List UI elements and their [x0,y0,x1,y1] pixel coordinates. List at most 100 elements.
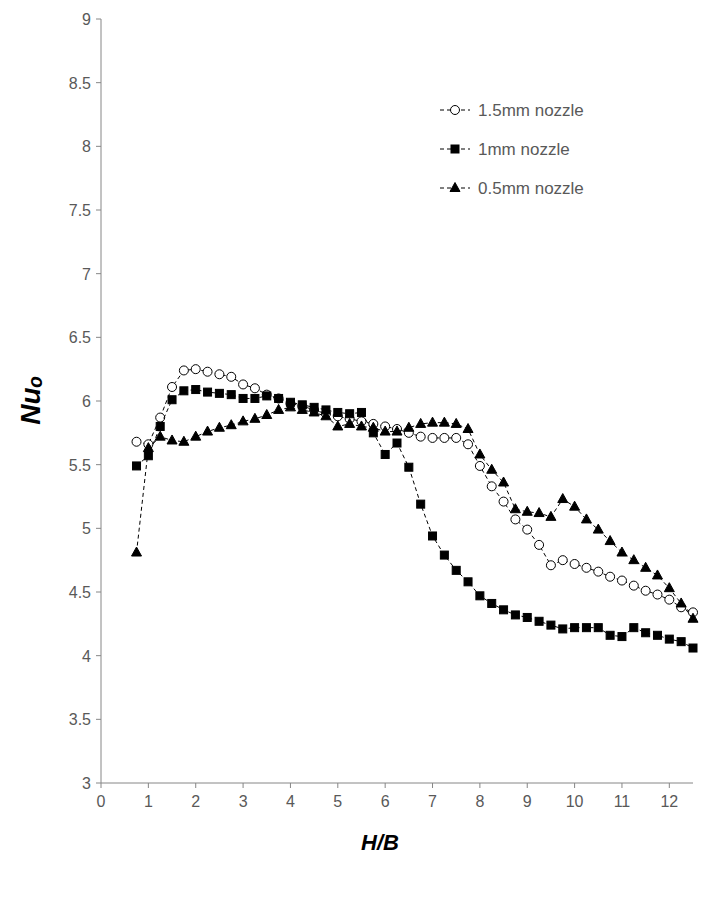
data-point [522,506,532,515]
x-tick-label: 3 [239,793,248,810]
data-point [665,595,674,604]
data-point [653,590,662,599]
x-tick-label: 2 [191,793,200,810]
data-point [511,515,520,524]
y-tick-label: 6 [82,393,91,410]
data-point [250,384,259,393]
y-tick-label: 8 [82,138,91,155]
data-point [192,386,200,394]
data-point [570,501,580,510]
data-point [333,421,343,430]
data-point [321,411,331,420]
data-point [546,561,555,570]
data-point [334,408,342,416]
x-tick [101,783,102,788]
y-tick [96,655,101,656]
data-point [665,635,673,643]
data-point [239,394,247,402]
y-tick [96,592,101,593]
data-point [439,417,449,426]
legend-label: 1.5mm nozzle [478,101,584,120]
data-point [345,418,355,427]
data-point [417,500,425,508]
data-point [204,388,212,396]
y-tick [96,783,101,784]
data-point [440,551,448,559]
series [133,386,697,652]
data-point [642,629,650,637]
y-tick [96,210,101,211]
data-point [559,625,567,633]
data-point [191,365,200,374]
data-point [511,611,519,619]
y-tick-label: 3.5 [69,711,91,728]
x-tick-label: 8 [475,793,484,810]
data-point [215,370,224,379]
y-tick-label: 6.5 [69,329,91,346]
x-tick-label: 12 [660,793,678,810]
data-point [606,631,614,639]
y-tick-label: 7.5 [69,202,91,219]
data-point [451,418,461,427]
data-point [155,431,165,440]
data-point [250,413,260,422]
data-point [179,436,189,445]
series [132,402,698,622]
data-point [476,592,484,600]
data-point [464,578,472,586]
data-point [523,613,531,621]
plot-area [132,365,698,652]
data-point [428,417,438,426]
data-point [309,407,319,416]
data-point [475,461,484,470]
x-tick-label: 5 [333,793,342,810]
x-tick [527,783,528,788]
data-point [487,464,497,473]
y-tick-label: 8.5 [69,75,91,92]
data-point [428,433,437,442]
x-tick [621,783,622,788]
data-point [558,556,567,565]
data-point [510,504,520,513]
data-point [226,420,236,429]
data-point [404,422,414,431]
legend-marker [450,183,460,192]
data-point [263,392,271,400]
data-point [274,404,284,413]
data-point [356,421,366,430]
data-point [617,576,626,585]
data-point [593,524,603,533]
data-point [238,416,248,425]
y-tick-label: 5 [82,520,91,537]
data-point [535,617,543,625]
y-tick [96,273,101,274]
data-point [227,391,235,399]
data-point [346,410,354,418]
data-point [297,404,307,413]
chart: 33.544.555.566.577.588.59012345678910111… [0,0,716,914]
legend-label: 0.5mm nozzle [478,179,584,198]
data-point [618,633,626,641]
legend: 1.5mm nozzle1mm nozzle0.5mm nozzle [440,101,584,198]
data-point [617,547,627,556]
data-point [156,413,165,422]
data-point [630,624,638,632]
data-point [676,598,686,607]
data-point [641,562,651,571]
data-point [500,606,508,614]
data-point [641,586,650,595]
data-point [179,366,188,375]
y-tick-label: 4.5 [69,584,91,601]
y-tick [96,528,101,529]
y-tick [96,337,101,338]
data-point [440,433,449,442]
data-point [227,372,236,381]
data-point [629,555,639,564]
x-tick-label: 0 [97,793,106,810]
x-axis [101,783,693,784]
data-point [133,462,141,470]
data-point [605,536,615,545]
data-point [488,599,496,607]
data-point [582,563,591,572]
series-line [137,369,693,612]
